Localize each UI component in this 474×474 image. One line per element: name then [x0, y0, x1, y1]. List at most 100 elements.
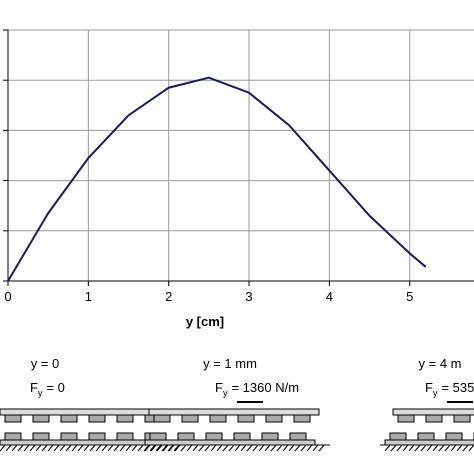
force-subscript: y — [433, 388, 438, 398]
magnet — [205, 432, 223, 441]
hatch — [41, 444, 48, 452]
magnet — [397, 414, 415, 423]
force-symbol: F — [30, 380, 38, 395]
hatch — [294, 444, 301, 452]
top-plate — [148, 408, 320, 416]
force-symbol: F — [215, 380, 223, 395]
base-plate — [384, 439, 474, 446]
hatch — [162, 444, 169, 452]
hatch — [149, 444, 156, 452]
magnet — [116, 414, 134, 423]
hatch — [144, 444, 151, 452]
hatch — [174, 444, 181, 452]
x-tick-label: 5 — [406, 289, 413, 304]
magnet — [116, 432, 134, 441]
hatch — [234, 444, 241, 452]
line-series — [7, 76, 427, 282]
magnet — [60, 414, 78, 423]
hatch — [29, 444, 36, 452]
diagram: y = 1 mm Fy = 1360 N/m — [140, 356, 330, 452]
hatch — [462, 444, 469, 452]
hatch — [23, 444, 30, 452]
magnet — [233, 432, 251, 441]
hatch — [71, 444, 78, 452]
hatch — [390, 444, 397, 452]
x-tick-label: 4 — [326, 289, 333, 304]
magnet — [153, 414, 171, 423]
force-label: Fy = 0 — [30, 380, 65, 398]
force-subscript: y — [38, 388, 43, 398]
hatch — [143, 444, 150, 452]
hatch — [306, 444, 313, 452]
magnet — [389, 432, 407, 441]
hatch — [414, 444, 421, 452]
x-axis-label: y [cm] — [186, 314, 224, 329]
hatch — [456, 444, 463, 452]
magnet — [32, 414, 50, 423]
hatch — [276, 444, 283, 452]
hatch — [282, 444, 289, 452]
magnet — [293, 414, 311, 423]
hatch — [408, 444, 415, 452]
magnet — [4, 432, 22, 441]
magnet — [181, 414, 199, 423]
hatch — [288, 444, 295, 452]
magnet — [88, 432, 106, 441]
hatch — [11, 444, 18, 452]
magnet — [265, 414, 283, 423]
magnet — [445, 432, 463, 441]
hatch — [131, 444, 138, 452]
force-label: Fy= 5350 — [425, 380, 474, 398]
hatch — [137, 444, 144, 452]
magnet — [149, 432, 167, 441]
hatch — [216, 444, 223, 452]
hatch — [156, 444, 163, 452]
position-label: y = 1 mm — [203, 356, 257, 371]
hatch — [468, 444, 474, 452]
base-plate — [144, 439, 316, 446]
force-value: = 0 — [46, 380, 64, 395]
hatch — [228, 444, 235, 452]
hatch — [264, 444, 271, 452]
hatch — [396, 444, 403, 452]
hatch — [65, 444, 72, 452]
magnet — [237, 414, 255, 423]
hatch — [204, 444, 211, 452]
hatch — [0, 444, 6, 452]
hatch — [186, 444, 193, 452]
hatch — [444, 444, 451, 452]
hatch — [150, 444, 157, 452]
magnet — [4, 414, 22, 423]
force-subscript: y — [223, 388, 228, 398]
position-label: y = 0 — [31, 356, 60, 371]
hatch — [438, 444, 445, 452]
magnet — [289, 432, 307, 441]
hatch — [402, 444, 409, 452]
hatch — [173, 444, 180, 452]
hatch — [119, 444, 126, 452]
diagram: y = 4 m Fy= 5350 — [380, 356, 474, 452]
hatch — [210, 444, 217, 452]
x-tick-label: 1 — [85, 289, 92, 304]
force-value: = 5350 — [441, 380, 474, 395]
hatch — [258, 444, 265, 452]
hatch — [59, 444, 66, 452]
x-tick-label: 0 — [4, 289, 11, 304]
position-label: y = 4 m — [419, 356, 462, 371]
hatch — [5, 444, 12, 452]
hatch — [113, 444, 120, 452]
magnet — [425, 414, 443, 423]
hatch — [35, 444, 42, 452]
top-plate — [0, 408, 171, 416]
magnet — [60, 432, 78, 441]
hatch — [312, 444, 319, 452]
force-label: Fy = 1360 N/m — [215, 380, 299, 398]
hatch — [89, 444, 96, 452]
hatch — [125, 444, 132, 452]
x-tick-label: 2 — [165, 289, 172, 304]
hatch — [77, 444, 84, 452]
hatch — [198, 444, 205, 452]
hatch — [47, 444, 54, 452]
magnet — [417, 432, 435, 441]
